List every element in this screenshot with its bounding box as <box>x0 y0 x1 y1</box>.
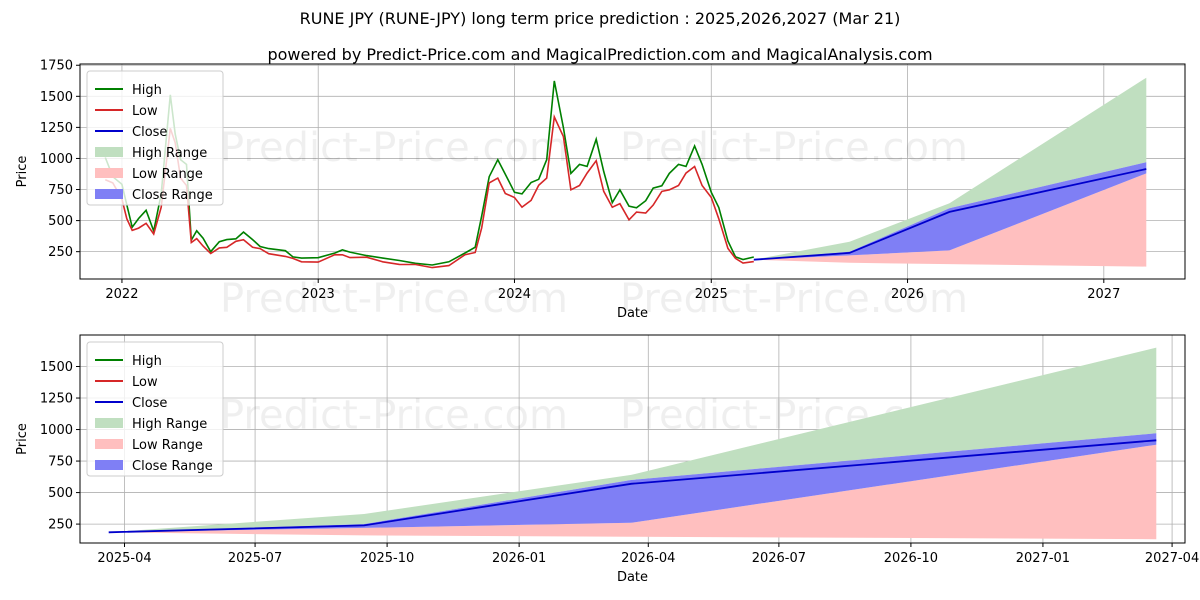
close-line <box>753 168 1147 261</box>
x-axis-label: Date <box>617 570 648 585</box>
x-tick-label: 2027-01 <box>1016 551 1070 566</box>
watermark: Predict-Price.com <box>620 125 968 171</box>
x-tick-label: 2022 <box>105 287 138 302</box>
x-tick-label: 2026-07 <box>752 551 806 566</box>
y-tick-label: 1000 <box>40 152 73 167</box>
top-plot-area <box>104 77 1147 269</box>
y-tick-label: 1250 <box>40 392 73 407</box>
chart-title: RUNE JPY (RUNE-JPY) long term price pred… <box>299 9 901 28</box>
legend-label: Close Range <box>132 188 213 203</box>
y-tick-label: 1750 <box>40 59 73 74</box>
x-tick-label: 2025-10 <box>360 551 414 566</box>
legend-label: High <box>132 354 162 369</box>
legend-label: High Range <box>132 146 207 161</box>
chart-subtitle: powered by Predict-Price.com and Magical… <box>267 45 933 64</box>
close-line <box>108 439 1157 534</box>
top-panel: Predict-Price.com Predict-Price.com Predic… <box>15 59 1186 322</box>
legend-label: Low Range <box>132 438 203 453</box>
low-range-area <box>753 173 1147 267</box>
x-tick-label: 2026-04 <box>621 551 675 566</box>
y-tick-label: 1500 <box>40 90 73 105</box>
legend-swatch <box>95 418 123 428</box>
bottom-plot-area <box>108 347 1157 540</box>
y-tick-label: 1000 <box>40 423 73 438</box>
y-tick-label: 750 <box>48 455 73 470</box>
legend-swatch <box>95 460 123 470</box>
x-tick-label: 2026-01 <box>492 551 546 566</box>
watermark: Predict-Price.com <box>220 125 568 171</box>
high-range-area <box>108 347 1157 533</box>
legend-label: Low Range <box>132 167 203 182</box>
legend-label: Low <box>132 104 158 119</box>
legend-swatch <box>95 168 123 178</box>
watermark: Predict-Price.com <box>620 276 968 322</box>
x-tick-label: 2027 <box>1087 287 1120 302</box>
y-tick-label: 750 <box>48 183 73 198</box>
y-tick-label: 250 <box>48 518 73 533</box>
x-tick-label: 2025 <box>695 287 728 302</box>
legend-label: High Range <box>132 417 207 432</box>
legend-label: Close Range <box>132 459 213 474</box>
legend-label: Close <box>132 125 167 140</box>
x-tick-label: 2027-04 <box>1145 551 1199 566</box>
x-tick-label: 2023 <box>302 287 335 302</box>
high-range-area <box>753 77 1147 260</box>
legend: High Low Close High Range Low Range Close Ran… <box>86 341 224 477</box>
y-tick-label: 1250 <box>40 121 73 136</box>
x-tick-label: 2025-04 <box>97 551 151 566</box>
legend-label: Close <box>132 396 167 411</box>
low-range-area <box>108 444 1157 540</box>
legend-label: High <box>132 83 162 98</box>
y-tick-label: 1500 <box>40 360 73 375</box>
x-tick-label: 2026-10 <box>884 551 938 566</box>
y-axis-label: Price <box>15 156 30 188</box>
bottom-panel: Predict-Price.com Predict-Price.com250500… <box>15 334 1199 585</box>
y-tick-label: 500 <box>48 486 73 501</box>
y-tick-label: 250 <box>48 245 73 260</box>
top-axes-frame <box>79 63 1186 280</box>
bottom-axes-frame <box>79 334 1186 544</box>
watermark: Predict-Price.com <box>220 393 568 439</box>
x-tick-label: 2025-07 <box>228 551 282 566</box>
legend: High Low Close High Range Low Range Close Ran… <box>86 70 224 206</box>
watermark: Predict-Price.com <box>220 276 568 322</box>
legend-swatch <box>95 439 123 449</box>
legend-swatch <box>95 147 123 157</box>
x-tick-label: 2024 <box>498 287 531 302</box>
legend-label: Low <box>132 375 158 390</box>
legend-swatch <box>95 189 123 199</box>
x-tick-label: 2026 <box>891 287 924 302</box>
y-tick-label: 500 <box>48 214 73 229</box>
y-axis-label: Price <box>15 423 30 455</box>
x-axis-label: Date <box>617 306 648 321</box>
